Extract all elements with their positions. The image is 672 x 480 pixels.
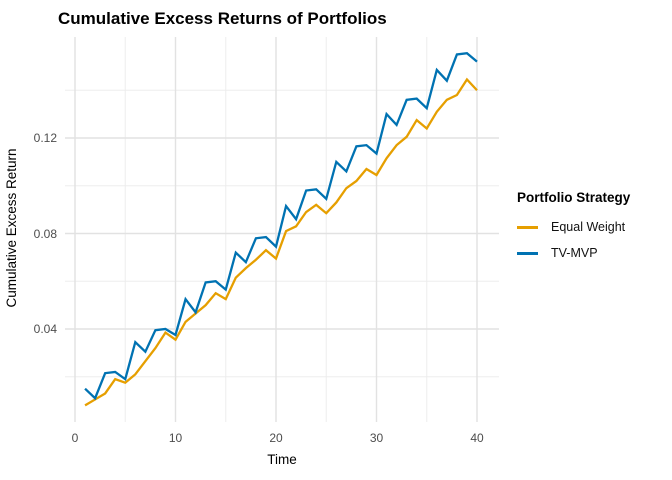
legend-item-label: Equal Weight	[551, 220, 626, 234]
x-tick-label: 20	[269, 431, 283, 445]
legend-line-swatch-icon	[517, 251, 538, 255]
y-tick-label: 0.12	[33, 131, 57, 145]
series-line-tv-mvp	[84, 52, 478, 401]
legend-item-label: TV-MVP	[551, 246, 598, 260]
y-tick-label: 0.08	[33, 226, 57, 241]
y-tick-label: 0.04	[33, 322, 57, 336]
x-tick-label: 30	[369, 431, 384, 445]
x-tick-label: 10	[168, 431, 183, 445]
x-axis-title: Time	[267, 452, 297, 467]
legend-item: Equal Weight	[517, 214, 672, 240]
chart-title: Cumulative Excess Returns of Portfolios	[58, 9, 387, 28]
series-line-equal-weight	[84, 77, 478, 407]
x-tick-label: 40	[470, 431, 484, 445]
legend-item: TV-MVP	[517, 240, 672, 266]
legend-title: Portfolio Strategy	[517, 190, 631, 205]
legend-items: Equal Weight TV-MVP	[517, 214, 672, 266]
legend: Portfolio Strategy Equal Weight TV-MVP	[517, 188, 672, 266]
x-tick-label: 0	[71, 431, 79, 445]
legend-line-swatch-icon	[517, 225, 538, 229]
